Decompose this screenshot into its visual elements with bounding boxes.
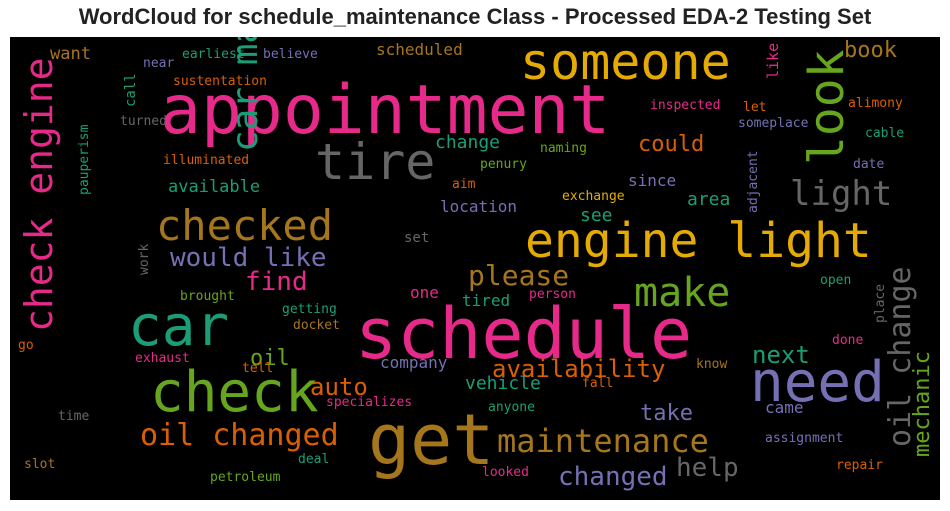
word-petroleum: petroleum [210,470,281,485]
word-light: light [790,174,893,214]
word-cloud: appointment schedule get someone engine … [10,37,940,500]
word-check-engine: check engine [17,57,61,332]
word-auto: auto [310,373,368,401]
word-available: available [168,177,261,197]
word-change: change [435,132,501,153]
word-let: let [743,100,767,115]
word-car: car [128,294,230,359]
word-help: help [676,453,739,483]
word-set: set [404,230,430,246]
word-believe: believe [263,47,318,62]
word-adjacent: adjacent [746,150,761,213]
word-mechanic: mechanic [910,351,935,457]
word-brought: brought [180,289,235,304]
word-checked: checked [156,201,334,250]
word-scheduled: scheduled [376,40,463,59]
word-slot: slot [24,457,56,472]
word-exchange: exchange [562,189,625,204]
word-location: location [440,197,518,216]
word-know: know [696,357,728,372]
word-engine-light: engine light [525,213,872,269]
word-time: time [58,409,90,424]
word-tire: tire [315,133,436,191]
word-tired: tired [462,291,511,310]
word-look: look [799,49,855,165]
word-check: check [150,360,319,425]
word-see: see [580,205,613,226]
word-inspected: inspected [650,98,721,113]
word-getting: getting [282,302,337,317]
word-want: want [50,44,91,64]
word-alimony: alimony [848,96,903,111]
word-tell: tell [242,361,274,376]
word-open: open [820,273,852,288]
word-exhaust: exhaust [135,351,190,366]
word-could: could [638,132,705,157]
word-aim: aim [452,177,476,192]
figure-title: WordCloud for schedule_maintenance Class… [78,4,872,29]
word-naming: naming [540,141,587,156]
word-date: date [853,157,885,172]
word-next: next [752,341,810,369]
word-assignment: assignment [765,431,844,446]
word-go: go [18,338,34,353]
word-specializes: specializes [326,395,413,410]
word-since: since [628,171,677,190]
word-oil: oil [250,346,290,371]
word-like: like [764,42,782,79]
word-oil-changed: oil changed [140,418,339,453]
word-earliest: earliest [182,47,245,62]
word-appointment: appointment [160,71,611,150]
word-find: find [245,267,308,297]
word-availability: availability [492,355,666,383]
word-person: person [529,287,576,302]
word-docket: docket [293,318,340,333]
word-penury: penury [480,157,527,172]
word-schedule: schedule [355,293,693,375]
word-would-like: would like [170,243,327,273]
word-place: place [873,283,888,323]
word-illuminated: illuminated [163,153,250,168]
word-done: done [832,333,864,348]
word-please: please [468,259,570,292]
word-sustentation: sustentation [173,74,267,89]
word-someplace: someplace [738,116,809,131]
word-someone: someone [520,37,731,91]
word-vehicle: vehicle [465,373,541,394]
word-near: near [143,56,175,71]
word-deal: deal [298,452,330,467]
word-anyone: anyone [488,400,535,415]
word-area: area [687,189,731,210]
word-make: make [634,270,731,316]
word-cable: cable [865,126,905,141]
word-fall: fall [582,376,614,391]
word-work: work [137,243,152,275]
word-maintenance: maintenance [497,422,709,460]
word-book: book [844,38,897,63]
word-take: take [640,401,693,426]
word-repair: repair [836,458,883,473]
word-looked: looked [482,465,529,480]
word-one: one [410,283,439,302]
word-pauperism: pauperism [77,124,92,195]
word-turned: turned [120,114,167,129]
word-company: company [380,353,448,372]
word-call: call [123,73,139,107]
word-changed: changed [558,462,668,492]
word-came: came [765,398,804,417]
word-get: get [368,399,495,481]
word-need: need [750,350,885,415]
